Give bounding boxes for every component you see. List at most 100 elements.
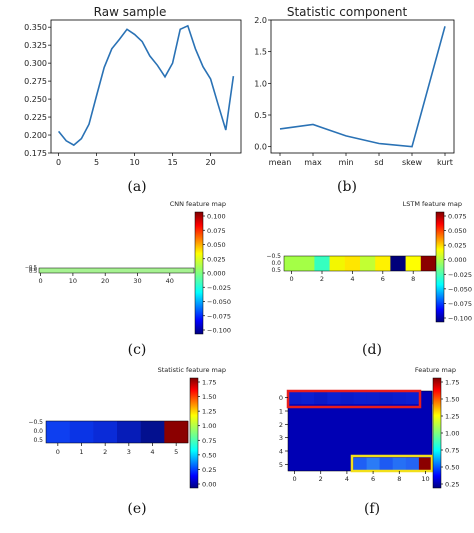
colorbar-tick-label: −0.100 [207, 327, 231, 335]
panel-b-label: (b) [337, 179, 357, 195]
panel-d-heatmap-cell [299, 256, 315, 271]
colorbar-tick-label: −0.050 [448, 285, 472, 293]
panel-b-xtick-label: max [304, 158, 322, 167]
panel-f-heatmap-cell [314, 457, 328, 471]
panel-c-heatmap-strip [38, 267, 195, 274]
panel-d-heatmap-cell [344, 256, 361, 271]
panel-f-highlight-yellow [350, 454, 434, 473]
panel-f-heatmap-cell [340, 391, 354, 405]
panel-b-series-line [279, 26, 446, 148]
panel-c-xtick-label: 20 [101, 277, 109, 285]
panel-f-colorbar [432, 377, 442, 489]
panel-d-xtick-label: 2 [320, 275, 324, 283]
panel-d-heatmap-cell [284, 256, 300, 271]
colorbar-tick-label: 0.025 [207, 255, 226, 263]
panel-b-xtick-label: mean [269, 158, 292, 167]
panel-b: Statistic component mean max min sd skew kurt… [254, 5, 455, 195]
panel-e-ytick-label: 0.0 [33, 428, 43, 435]
panel-a-title: Raw sample [94, 5, 167, 19]
colorbar-tick-label: 0.50 [202, 451, 216, 459]
panel-f-heatmap-cell [418, 391, 433, 405]
panel-a: Raw sample 0 5 10 15 20 0.175 0.200 0.225 0.250 0… [24, 5, 242, 195]
panel-a-xtick-label: 15 [168, 158, 178, 167]
panel-e-ytick-label: −0.5 [28, 419, 43, 426]
panel-f-heatmap-cell [288, 457, 302, 471]
panel-f-heatmap-cell [327, 457, 341, 471]
panel-e: Statistic feature map 0 1 2 3 4 5 −0.5 0.0 0.5 1… [28, 366, 226, 517]
panel-f-ytick-label: 5 [279, 461, 283, 469]
panel-e-heatmap-cell [140, 421, 165, 443]
panel-f-heatmap-cell [301, 457, 315, 471]
panel-f-xtick-label: 4 [345, 475, 349, 483]
colorbar-tick-label: 0.075 [207, 227, 226, 235]
panel-e-xtick-label: 2 [103, 448, 107, 456]
panel-a-ytick-label: 0.300 [24, 59, 47, 68]
panel-d-heatmap-cell [375, 256, 391, 271]
panel-d-ytick-label: −0.5 [266, 253, 281, 260]
panel-a-xtick-label: 10 [130, 158, 140, 167]
colorbar-tick-label: 0.000 [448, 256, 467, 264]
colorbar-tick-label: 0.50 [445, 464, 459, 472]
colorbar-tick-label: 1.75 [445, 379, 459, 387]
colorbar-tick-label: 1.50 [445, 396, 459, 404]
panel-f-heatmap-cell [288, 391, 302, 405]
colorbar-tick-label: −0.075 [448, 300, 472, 308]
panel-d-xtick-label: 0 [290, 275, 294, 283]
panel-f-heatmap-cell [366, 457, 380, 471]
colorbar-tick-label: −0.025 [448, 271, 472, 279]
panel-b-xtick-label: kurt [437, 158, 453, 167]
panel-d-heatmap-cell [329, 256, 346, 271]
panel-f-heatmap-cell [405, 457, 420, 471]
panel-c-xtick-label: 30 [133, 277, 141, 285]
panel-f-heatmap-cell [314, 391, 328, 405]
panel-d-ytick-label: 0.5 [271, 267, 281, 274]
colorbar-tick-label: −0.025 [207, 284, 231, 292]
panel-a-xtick-label: 0 [56, 158, 61, 167]
panel-d-xtick-label: 6 [381, 275, 385, 283]
colorbar-tick-label: 0.100 [207, 213, 226, 221]
panel-e-xtick-label: 0 [56, 448, 60, 456]
panel-b-ytick-label: 0.0 [254, 143, 267, 152]
panel-c-xtick-label: 40 [166, 277, 174, 285]
panel-a-ytick-label: 0.200 [24, 131, 47, 140]
colorbar-tick-label: 1.25 [445, 413, 459, 421]
panel-b-ytick-label: 1.5 [254, 48, 267, 57]
panel-f-heatmap-cell [327, 391, 341, 405]
panel-d-heatmap-cell [360, 256, 376, 271]
panel-e-heatmap-cell [93, 421, 118, 443]
panel-c-ytick-label: 0.0 [29, 267, 37, 273]
panel-d-heatmap-cell [405, 256, 422, 271]
panel-f-xtick-label: 6 [371, 475, 375, 483]
panel-b-ytick-label: 1.0 [254, 79, 267, 88]
panel-b-ytick-label: 2.0 [254, 16, 267, 25]
panel-d-heatmap-cell [390, 256, 406, 271]
panel-f-ytick-label: 3 [279, 434, 283, 442]
colorbar-tick-label: 0.25 [445, 481, 459, 489]
colorbar-tick-label: 0.050 [448, 227, 467, 235]
panel-f-label: (f) [364, 501, 380, 517]
panel-f-heatmap-cell [418, 457, 433, 471]
panel-e-heatmap-cell [46, 421, 70, 443]
panel-d: LSTM feature map 0 2 4 6 8 −0.50.00.5 0.075 0.… [266, 200, 472, 358]
panel-d-title: LSTM feature map [403, 200, 462, 208]
panel-a-xtick-label: 5 [94, 158, 99, 167]
panel-f-title: Feature map [415, 366, 456, 374]
panel-a-ytick-label: 0.175 [24, 149, 47, 158]
panel-d-heatmap-cell [420, 256, 437, 271]
panel-e-xtick-label: 3 [127, 448, 131, 456]
panel-f-ytick-label: 2 [279, 421, 283, 429]
colorbar-tick-label: 1.00 [445, 430, 459, 438]
colorbar-tick-label: 0.025 [448, 242, 467, 250]
panel-c: CNN feature map 0 10 20 30 40 −0.50.00.5 0.10… [25, 200, 231, 358]
panel-d-xtick-label: 4 [350, 275, 354, 283]
panel-d-xtick-label: 8 [411, 275, 415, 283]
panel-b-xtick-label: skew [402, 158, 422, 167]
panel-c-label: (c) [128, 342, 147, 358]
colorbar-tick-label: 0.075 [448, 213, 467, 221]
panel-c-xtick-label: 0 [39, 277, 43, 285]
panel-f-xtick-label: 10 [421, 475, 429, 483]
panel-e-colorbar [189, 377, 199, 489]
panel-f-heatmap-cell [340, 457, 354, 471]
panel-e-heatmap-cell [117, 421, 141, 443]
panel-e-heatmap-cell [69, 421, 94, 443]
